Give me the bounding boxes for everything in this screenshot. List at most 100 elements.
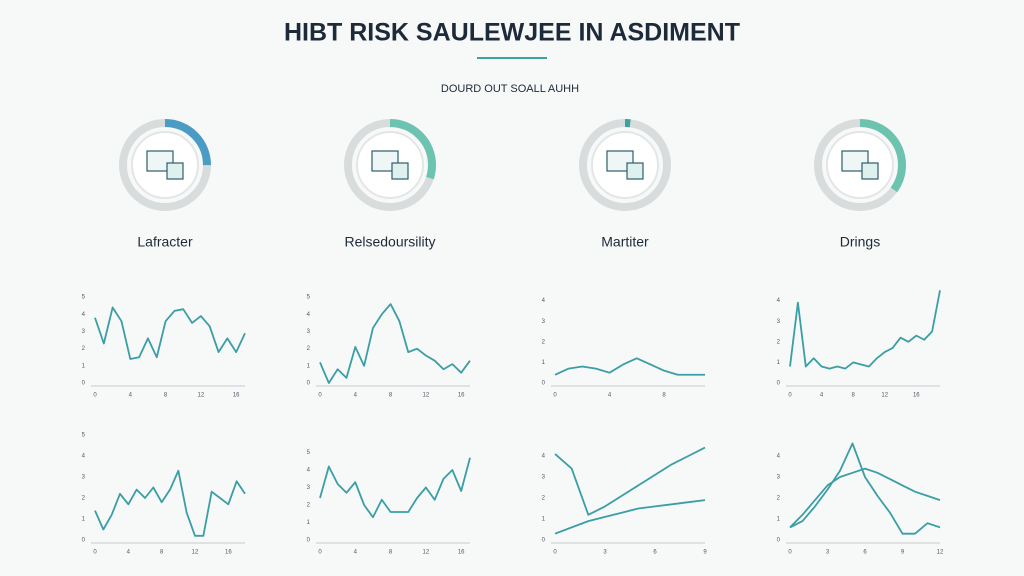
x-tick-label: 12 (881, 393, 888, 399)
x-tick-label: 8 (662, 393, 666, 399)
x-tick-label: 12 (423, 550, 430, 556)
panel-label: Drings (840, 234, 880, 250)
y-tick-label: 4 (307, 468, 311, 474)
title: HIBT RISK SAULEWJEE IN ASDIMENT (284, 19, 740, 47)
line-series (319, 457, 471, 519)
x-tick-label: 9 (901, 550, 905, 556)
y-tick-label: 4 (82, 312, 86, 318)
x-tick-label: 0 (553, 550, 557, 556)
line-series (319, 303, 471, 384)
y-tick-label: 4 (777, 298, 781, 304)
line-series (789, 290, 941, 370)
panel-label: Martiter (601, 234, 649, 250)
x-tick-label: 0 (93, 393, 97, 399)
y-tick-label: 1 (777, 360, 781, 366)
x-tick-label: 4 (354, 393, 358, 399)
y-tick-label: 4 (542, 298, 546, 304)
x-tick-label: 16 (458, 393, 465, 399)
icon-doc (861, 162, 879, 180)
y-tick-label: 0 (542, 381, 546, 387)
panel-label: Relsedoursility (344, 234, 435, 250)
y-tick-label: 3 (542, 475, 546, 481)
line-series (94, 306, 246, 360)
icon-doc (626, 162, 644, 180)
y-tick-label: 0 (82, 538, 86, 544)
line-series (94, 469, 246, 537)
x-tick-label: 16 (913, 393, 920, 399)
x-tick-label: 0 (318, 550, 322, 556)
y-tick-label: 2 (777, 339, 781, 345)
y-tick-label: 5 (82, 433, 86, 439)
y-tick-label: 1 (82, 517, 86, 523)
y-tick-label: 3 (82, 475, 86, 481)
line-series (554, 499, 706, 535)
y-tick-label: 1 (777, 517, 781, 523)
y-tick-label: 0 (307, 381, 311, 387)
x-tick-label: 8 (164, 393, 168, 399)
x-tick-label: 4 (127, 550, 131, 556)
x-tick-label: 12 (937, 550, 944, 556)
x-tick-label: 8 (851, 393, 855, 399)
y-tick-label: 3 (777, 319, 781, 325)
x-tick-label: 8 (389, 550, 393, 556)
y-tick-label: 2 (307, 503, 311, 509)
x-tick-label: 9 (703, 550, 707, 556)
y-tick-label: 1 (82, 363, 86, 369)
x-tick-label: 16 (233, 393, 240, 399)
x-tick-label: 16 (458, 550, 465, 556)
x-tick-label: 8 (389, 393, 393, 399)
x-tick-label: 4 (129, 393, 133, 399)
ring-progress (119, 119, 211, 211)
x-tick-label: 4 (354, 550, 358, 556)
x-tick-label: 3 (826, 550, 830, 556)
y-tick-label: 3 (542, 319, 546, 325)
y-tick-label: 2 (542, 339, 546, 345)
y-tick-label: 5 (307, 450, 311, 456)
line-series (554, 446, 706, 516)
panel-label: Lafracter (137, 234, 193, 250)
icon-doc (391, 162, 409, 180)
y-tick-label: 0 (542, 538, 546, 544)
subtitle: DOURD OUT SOALL AUHH (441, 83, 579, 95)
y-tick-label: 3 (82, 329, 86, 335)
y-tick-label: 5 (307, 295, 311, 301)
x-tick-label: 0 (788, 393, 792, 399)
x-tick-label: 12 (423, 393, 430, 399)
x-tick-label: 4 (820, 393, 824, 399)
x-tick-label: 4 (608, 393, 612, 399)
y-tick-label: 4 (82, 454, 86, 460)
x-tick-label: 6 (863, 550, 867, 556)
y-tick-label: 5 (82, 295, 86, 301)
x-tick-label: 0 (788, 550, 792, 556)
ring-progress (814, 119, 906, 211)
y-tick-label: 3 (777, 475, 781, 481)
y-tick-label: 1 (542, 517, 546, 523)
y-tick-label: 2 (542, 496, 546, 502)
line-series (789, 467, 941, 529)
line-series (789, 442, 941, 535)
y-tick-label: 4 (542, 454, 546, 460)
x-tick-label: 16 (225, 550, 232, 556)
x-tick-label: 0 (318, 393, 322, 399)
y-tick-label: 0 (307, 538, 311, 544)
y-tick-label: 1 (307, 363, 311, 369)
y-tick-label: 1 (307, 520, 311, 526)
ring-progress (344, 119, 436, 211)
x-tick-label: 8 (160, 550, 164, 556)
y-tick-label: 3 (307, 329, 311, 335)
y-tick-label: 0 (82, 381, 86, 387)
x-tick-label: 0 (93, 550, 97, 556)
y-tick-label: 4 (307, 312, 311, 318)
line-series (554, 357, 705, 376)
y-tick-label: 2 (777, 496, 781, 502)
ring-progress (579, 119, 671, 211)
x-tick-label: 0 (553, 393, 557, 399)
x-tick-label: 12 (192, 550, 199, 556)
y-tick-label: 4 (777, 454, 781, 460)
y-tick-label: 0 (777, 381, 781, 387)
y-tick-label: 3 (307, 485, 311, 491)
y-tick-label: 2 (307, 346, 311, 352)
y-tick-label: 0 (777, 538, 781, 544)
